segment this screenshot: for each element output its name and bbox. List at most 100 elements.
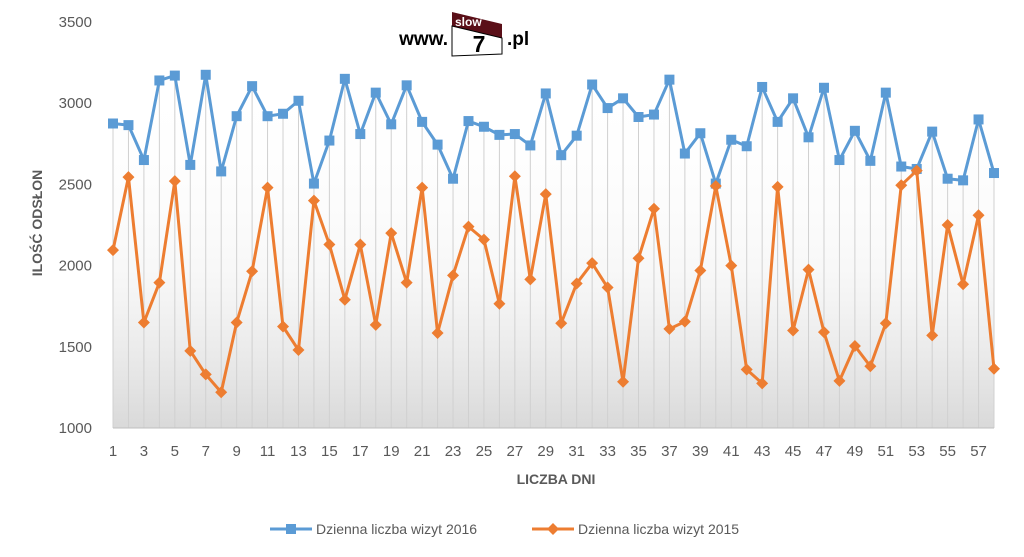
data-point (895, 179, 908, 192)
x-tick-label: 1 (109, 443, 117, 460)
data-point (338, 293, 351, 306)
data-point (972, 209, 985, 222)
logo-badge-light (451, 25, 503, 57)
data-point (771, 180, 784, 193)
y-tick-label: 1500 (59, 339, 92, 356)
data-point (740, 363, 753, 376)
data-point (247, 81, 258, 92)
data-point (199, 368, 212, 381)
x-tick-label: 33 (599, 443, 616, 460)
data-point (678, 315, 691, 328)
data-point (989, 168, 999, 179)
y-tick-label: 3000 (59, 95, 92, 112)
data-point (787, 324, 800, 337)
data-point (123, 120, 134, 131)
data-point (927, 126, 938, 137)
data-point (834, 155, 845, 166)
legend-item-2016: Dzienna liczba wizyt 2016 (270, 521, 477, 537)
x-tick-label: 57 (970, 443, 987, 460)
data-point (354, 238, 367, 251)
data-point (817, 326, 830, 339)
data-point (401, 80, 412, 91)
data-point (618, 93, 629, 104)
data-point (539, 188, 552, 201)
data-point (849, 125, 860, 136)
data-point (169, 70, 180, 81)
data-point (386, 119, 397, 130)
data-point (278, 108, 289, 119)
series-2016 (108, 69, 999, 189)
data-point (741, 141, 752, 152)
legend: Dzienna liczba wizyt 2016 Dzienna liczba… (270, 521, 739, 537)
data-point (633, 112, 644, 123)
data-point (494, 129, 505, 140)
data-point (910, 164, 923, 177)
data-point (292, 344, 305, 357)
data-point (432, 139, 443, 150)
legend-label-2015: Dzienna liczba wizyt 2015 (578, 521, 739, 537)
data-point (108, 118, 118, 129)
data-point (725, 259, 738, 272)
data-point (555, 317, 568, 330)
data-point (355, 129, 366, 140)
legend-label-2016: Dzienna liczba wizyt 2016 (316, 521, 477, 537)
data-point (556, 150, 567, 161)
data-point (122, 171, 135, 184)
x-tick-label: 47 (816, 443, 833, 460)
data-point (462, 220, 475, 233)
data-point (865, 155, 876, 166)
y-axis-ticks: 1000 1500 2000 2500 3000 3500 (59, 14, 92, 437)
data-point (695, 128, 706, 139)
data-point (601, 281, 614, 294)
data-point (216, 166, 227, 177)
x-tick-label: 23 (445, 443, 462, 460)
data-point (772, 116, 783, 127)
data-point (369, 318, 382, 331)
x-tick-label: 25 (476, 443, 493, 460)
data-point (277, 320, 290, 333)
logo-prefix: www. (398, 29, 448, 50)
x-tick-label: 9 (232, 443, 240, 460)
data-point (509, 129, 520, 140)
data-point (200, 69, 211, 80)
data-point (385, 227, 398, 240)
x-tick-label: 51 (877, 443, 894, 460)
data-point (879, 317, 892, 330)
x-tick-label: 21 (414, 443, 431, 460)
data-point (664, 74, 675, 85)
data-point (230, 316, 243, 329)
legend-marker-2015 (547, 523, 559, 535)
data-point (478, 121, 489, 132)
x-tick-label: 53 (908, 443, 925, 460)
data-point (802, 263, 815, 276)
data-point (154, 75, 165, 86)
data-point (694, 264, 707, 277)
data-point (477, 233, 490, 246)
data-point (307, 194, 320, 207)
data-point (602, 103, 613, 114)
data-point (896, 161, 907, 172)
data-point (508, 170, 521, 183)
data-point (756, 377, 769, 390)
x-axis-ticks: 1 3 5 7 9 11 13 15 17 19 21 23 25 27 29 31 33 35 37 39 41 43 4… (109, 443, 987, 460)
data-point (323, 238, 336, 251)
data-point (447, 269, 460, 282)
data-point (308, 178, 319, 189)
data-point (957, 278, 970, 291)
legend-item-2015: Dzienna liczba wizyt 2015 (532, 521, 739, 537)
data-point (107, 244, 119, 257)
data-point (168, 175, 181, 188)
x-tick-label: 41 (723, 443, 740, 460)
x-tick-label: 31 (568, 443, 585, 460)
data-point (632, 252, 645, 265)
data-point (663, 322, 676, 335)
data-point (137, 316, 150, 329)
data-point (138, 155, 149, 166)
y-tick-label: 2500 (59, 176, 92, 193)
series-layer (107, 69, 1000, 399)
data-point (988, 362, 1000, 375)
data-point (864, 360, 877, 373)
data-point (262, 111, 273, 122)
data-point (524, 273, 537, 286)
data-point (431, 326, 444, 339)
